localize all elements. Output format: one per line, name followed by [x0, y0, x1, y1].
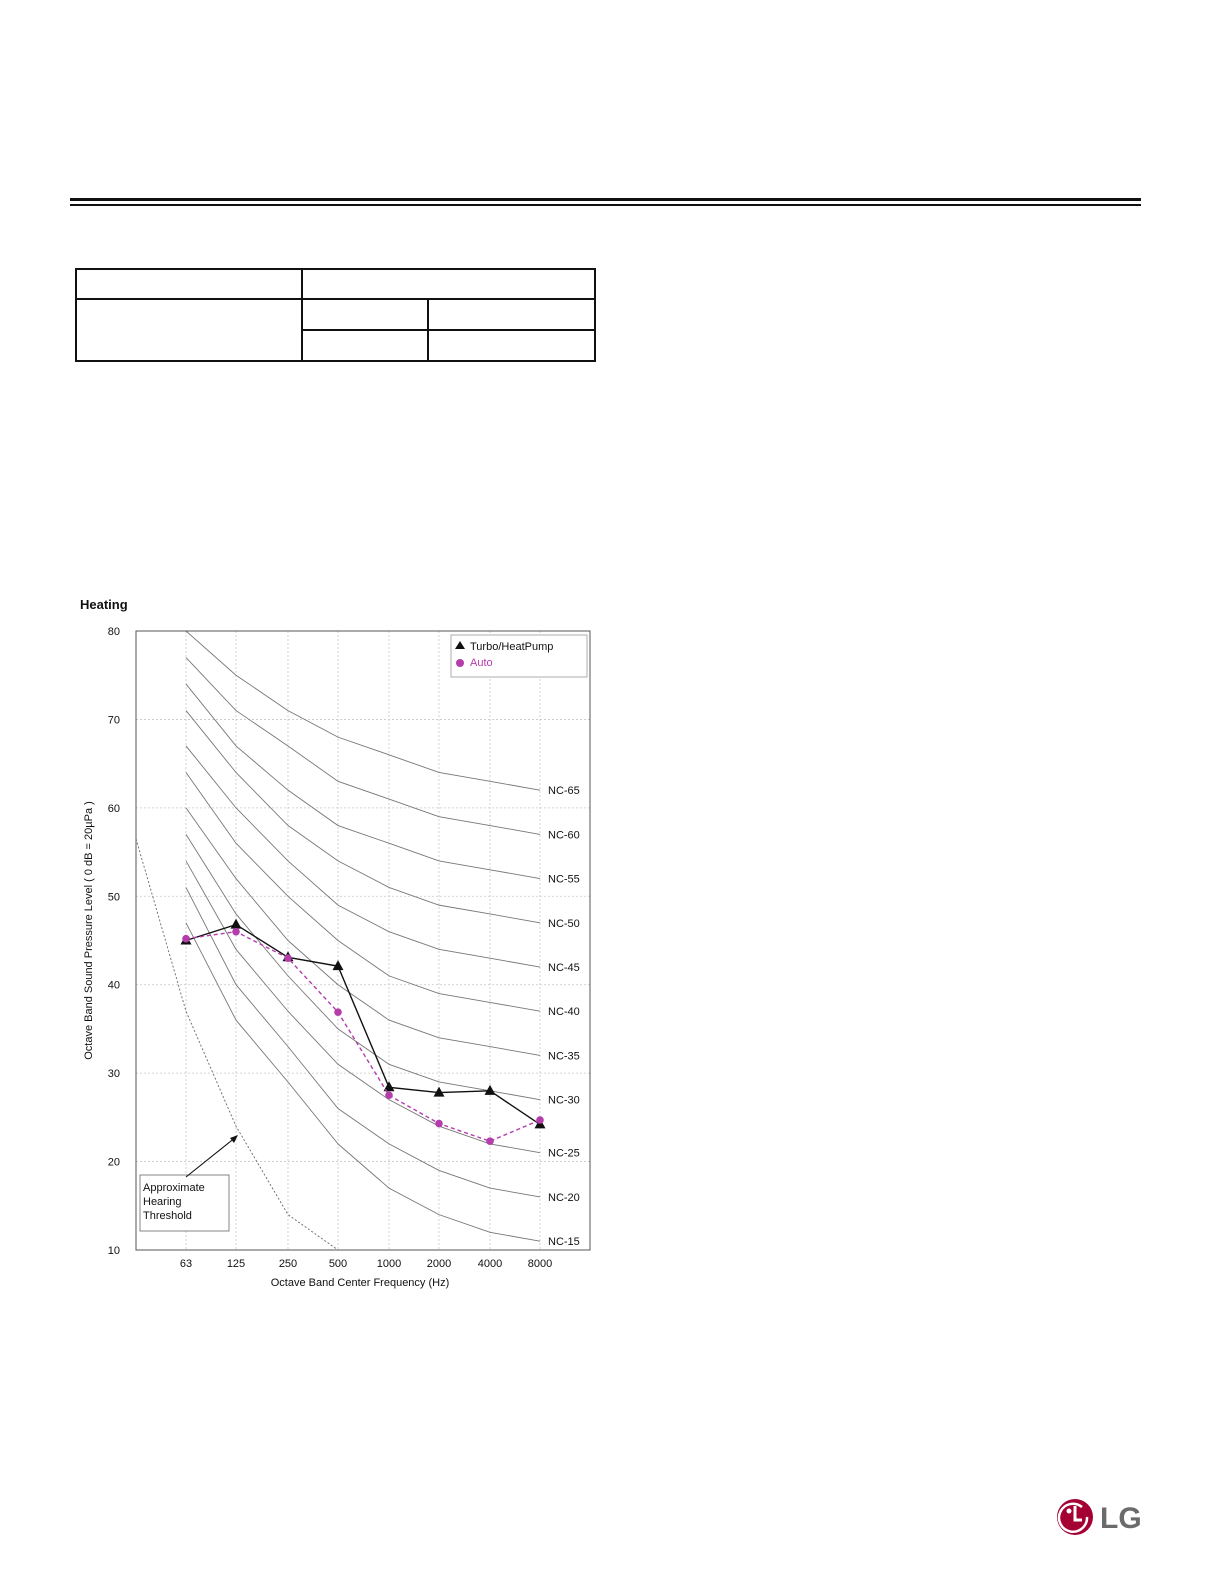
y-tick-label: 40 — [108, 980, 120, 992]
nc-curve — [185, 745, 541, 968]
data-point — [484, 1084, 496, 1095]
spec-table-cell — [301, 298, 429, 331]
nc-label: NC-35 — [548, 1050, 580, 1062]
nc-curve — [185, 834, 541, 1101]
x-tick-label: 125 — [227, 1258, 245, 1270]
x-axis-label: Octave Band Center Frequency (Hz) — [271, 1277, 450, 1289]
x-tick-label: 63 — [180, 1258, 192, 1270]
x-tick-label: 4000 — [478, 1258, 502, 1270]
spec-table-cell — [427, 298, 596, 331]
nc-label: NC-45 — [548, 962, 580, 974]
data-point — [435, 1119, 443, 1128]
hearing-threshold-curve — [135, 838, 339, 1251]
nc-curve — [185, 630, 541, 791]
nc-chart: NC-65 NC-60 NC-55 NC-50 NC-45 NC-40 NC-35 NC-30… — [83, 626, 591, 1289]
data-point — [433, 1086, 445, 1097]
header-rule-top — [70, 198, 1141, 201]
spec-table-cell — [301, 268, 596, 300]
spec-table-cell — [75, 268, 303, 300]
y-tick-label: 30 — [108, 1068, 120, 1080]
nc-curve — [185, 860, 541, 1154]
annotation-text: Threshold — [143, 1210, 192, 1222]
nc-label: NC-20 — [548, 1192, 580, 1204]
x-tick-label: 500 — [329, 1258, 347, 1270]
data-point — [334, 1008, 342, 1016]
y-tick-label: 50 — [108, 891, 120, 903]
x-tick-label: 1000 — [377, 1258, 401, 1270]
data-point — [230, 918, 242, 929]
x-tick-label: 250 — [279, 1258, 297, 1270]
nc-curve — [185, 657, 541, 835]
nc-label: NC-30 — [548, 1095, 580, 1107]
data-point — [284, 954, 292, 962]
data-point — [486, 1137, 494, 1146]
data-point — [385, 1091, 393, 1100]
data-point — [332, 960, 344, 971]
nc-label: NC-25 — [548, 1148, 580, 1160]
spec-table-cell — [427, 329, 596, 362]
y-tick-label: 60 — [108, 803, 120, 815]
annotation-arrow — [185, 1136, 237, 1178]
data-point — [383, 1081, 395, 1092]
nc-curve — [185, 710, 541, 924]
nc-label: NC-55 — [548, 874, 580, 886]
x-tick-label: 8000 — [528, 1258, 552, 1270]
spec-table-cell — [75, 298, 303, 362]
nc-curve — [185, 683, 541, 880]
x-tick-label: 2000 — [427, 1258, 451, 1270]
series-line — [185, 930, 541, 1142]
nc-label: NC-40 — [548, 1006, 580, 1018]
nc-curve — [185, 887, 541, 1198]
legend-marker — [455, 641, 465, 649]
nc-curve — [185, 922, 541, 1242]
legend-label: Auto — [470, 657, 493, 669]
nc-label: NC-60 — [548, 829, 580, 841]
annotation-box — [139, 1174, 230, 1232]
chart-title: Heating — [80, 597, 128, 612]
legend-marker — [456, 659, 464, 667]
plot-frame — [135, 630, 591, 1251]
data-point — [536, 1116, 544, 1124]
nc-label: NC-50 — [548, 918, 580, 930]
nc-label: NC-15 — [548, 1236, 580, 1248]
y-tick-label: 20 — [108, 1157, 120, 1169]
legend-box — [450, 634, 588, 678]
nc-curve — [185, 807, 541, 1056]
data-point — [182, 934, 190, 943]
spec-table-cell — [301, 329, 429, 362]
annotation-text: Approximate — [143, 1182, 205, 1194]
y-tick-label: 70 — [108, 714, 120, 726]
y-axis-label: Octave Band Sound Pressure Level ( 0 dB … — [83, 801, 95, 1060]
nc-curve — [185, 772, 541, 1012]
nc-label: NC-65 — [548, 785, 580, 797]
annotation-text: Hearing — [143, 1196, 182, 1208]
y-tick-label: 10 — [108, 1245, 120, 1257]
lg-logo: LG — [1057, 1499, 1142, 1535]
spec-table — [75, 268, 596, 362]
legend-label: Turbo/HeatPump — [470, 641, 553, 653]
annotation-arrowhead — [230, 1135, 238, 1143]
brand-wordmark: LG — [1100, 1502, 1142, 1535]
header-rule-bottom — [70, 204, 1141, 206]
series-line — [185, 923, 541, 1126]
y-tick-label: 80 — [108, 626, 120, 638]
data-point — [232, 927, 240, 936]
